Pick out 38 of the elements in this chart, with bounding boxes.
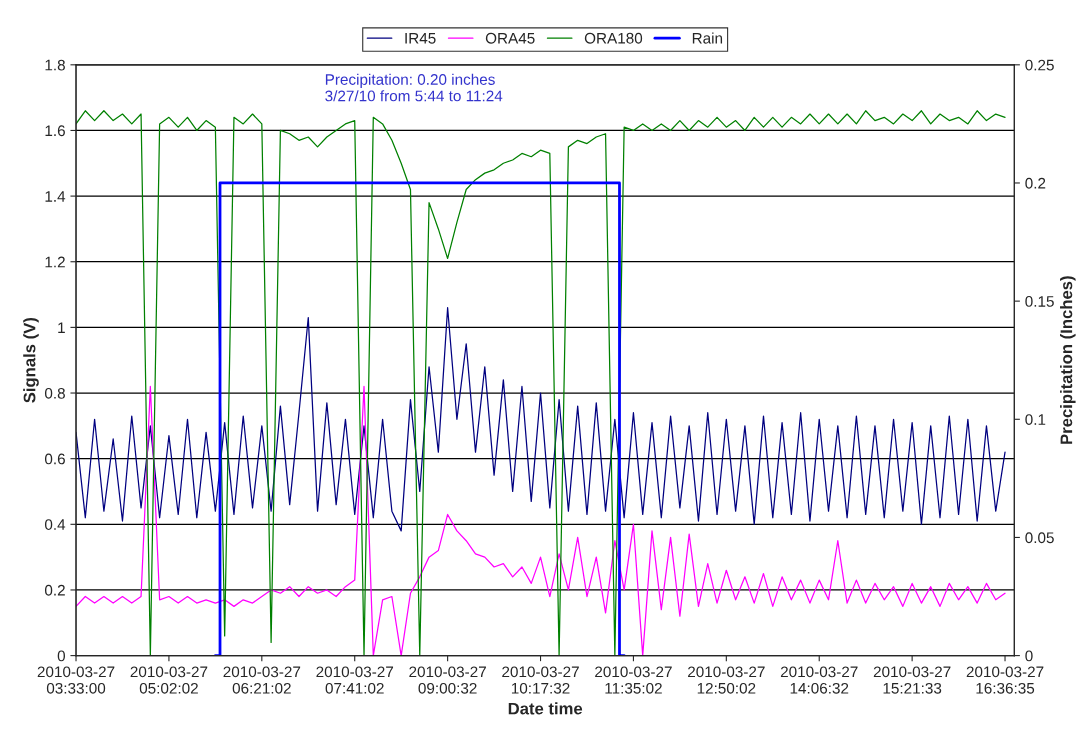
y-tick-label: 1.4 [45, 191, 66, 202]
y2-tick-label: 0.2 [1025, 177, 1046, 189]
y-tick-label: 1.6 [45, 125, 65, 137]
x-tick-label: 2010-03-27 09:00:32 [409, 666, 486, 694]
x-tick-label: 2010-03-27 12:50:02 [688, 666, 765, 694]
y-tick-label: 0.4 [44, 519, 66, 530]
x-tick-label: 2010-03-27 05:02:02 [130, 666, 208, 694]
annotation: Precipitation: 0.20 inches 3/27/10 from 5:44 to 11:24 [325, 73, 503, 102]
legend-label: IR45 [405, 33, 436, 44]
y-tick-label: 1.2 [45, 256, 65, 268]
y2-tick-label: 0.05 [1025, 532, 1054, 544]
y2-tick-label: 0.15 [1025, 296, 1054, 307]
x-tick-label: 2010-03-27 10:17:32 [502, 666, 579, 694]
y-tick-label: 0 [57, 650, 66, 662]
x-tick-label: 2010-03-27 14:06:32 [780, 666, 858, 694]
line-series [76, 385, 1006, 656]
y2-tick-label: 0.25 [1025, 59, 1054, 71]
legend-label: ORA45 [485, 32, 535, 44]
legend-label: Rain [692, 32, 723, 44]
y-tick-label: 0.2 [44, 584, 65, 596]
x-tick-label: 2010-03-27 11:35:02 [595, 666, 672, 694]
x-tick-label: 2010-03-27 07:41:02 [316, 666, 394, 694]
x-tick-label: 2010-03-27 16:36:35 [966, 666, 1044, 694]
y-tick-label: 0.6 [44, 453, 65, 465]
y-tick-label: 1 [58, 322, 65, 333]
x-axis-title: Date time [508, 702, 583, 715]
legend-label: ORA180 [584, 32, 643, 44]
x-tick-label: 2010-03-27 06:21:02 [223, 666, 301, 694]
y-axis-title: Signals (V) [23, 317, 39, 403]
x-tick-label: 2010-03-27 15:21:33 [873, 666, 951, 694]
y2-tick-label: 0 [1025, 650, 1033, 662]
y2-axis-title: Precipitation (Inches) [1060, 276, 1076, 444]
line-series [76, 110, 1006, 656]
y-tick-label: 1.8 [45, 59, 65, 71]
line-series [76, 307, 1006, 532]
x-tick-label: 2010-03-27 03:33:00 [37, 666, 115, 694]
y-tick-label: 0.8 [44, 387, 65, 399]
y2-tick-label: 0.1 [1025, 414, 1046, 425]
